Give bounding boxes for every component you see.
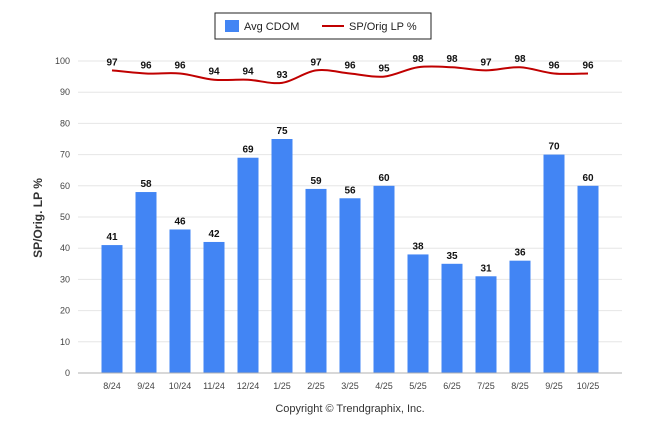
y-tick-label: 100 <box>55 56 70 66</box>
bar[interactable] <box>101 245 123 373</box>
bar[interactable] <box>373 185 395 373</box>
bar-value-label: 46 <box>174 216 186 227</box>
bar-value-label: 60 <box>378 173 390 184</box>
bar-value-label: 60 <box>582 173 594 184</box>
line-value-label: 94 <box>208 67 220 78</box>
y-axis-ticks: 0 10 20 30 40 50 60 70 80 90 100 <box>55 56 70 378</box>
x-tick-label: 2/25 <box>307 381 325 391</box>
x-tick-label: 5/25 <box>409 381 427 391</box>
bar[interactable] <box>237 157 259 373</box>
bar[interactable] <box>543 154 565 373</box>
y-tick-label: 50 <box>60 212 70 222</box>
bar-value-label: 58 <box>140 179 152 190</box>
y-tick-label: 30 <box>60 274 70 284</box>
y-axis-title: SP/Orig. LP % <box>31 178 45 258</box>
x-tick-label: 4/25 <box>375 381 393 391</box>
line-value-label: 97 <box>106 57 118 68</box>
y-tick-label: 80 <box>60 118 70 128</box>
legend[interactable]: Avg CDOM SP/Orig LP % <box>214 12 432 40</box>
x-tick-label: 10/25 <box>577 381 600 391</box>
copyright-footer: Copyright © Trendgraphix, Inc. <box>275 403 424 415</box>
x-tick-label: 7/25 <box>477 381 495 391</box>
bar-series <box>101 139 599 373</box>
x-tick-label: 8/25 <box>511 381 529 391</box>
bar[interactable] <box>135 192 157 373</box>
line-value-label: 97 <box>310 57 322 68</box>
x-tick-label: 12/24 <box>237 381 260 391</box>
bar-value-label: 42 <box>208 229 220 240</box>
legend-label-bar: Avg CDOM <box>244 21 299 33</box>
x-tick-label: 10/24 <box>169 381 192 391</box>
y-tick-label: 0 <box>65 368 70 378</box>
bar-value-label: 75 <box>276 126 288 137</box>
line-value-label: 96 <box>582 60 594 71</box>
line-value-label: 93 <box>276 70 288 81</box>
bar[interactable] <box>441 263 463 373</box>
bar-value-label: 70 <box>548 142 560 153</box>
line-value-label: 97 <box>480 57 492 68</box>
bar-value-label: 56 <box>344 185 356 196</box>
line-value-label: 96 <box>548 60 560 71</box>
bar-value-label: 31 <box>480 263 492 274</box>
line-series <box>111 65 589 85</box>
bar-value-label: 35 <box>446 251 458 262</box>
line-value-label: 98 <box>446 54 458 65</box>
y-tick-label: 10 <box>60 337 70 347</box>
bar[interactable] <box>169 229 191 373</box>
bar[interactable] <box>305 188 327 373</box>
bar[interactable] <box>475 276 497 373</box>
line-value-label: 96 <box>140 60 152 71</box>
data-labels: 41 58 46 42 69 75 59 56 60 38 35 31 36 70 60 97 96 96 94 94… <box>106 54 594 274</box>
bar-value-label: 36 <box>514 248 526 259</box>
x-tick-label: 9/24 <box>137 381 155 391</box>
line-value-label: 95 <box>378 64 390 75</box>
x-tick-label: 11/24 <box>203 381 225 391</box>
bar-value-label: 59 <box>310 176 322 187</box>
y-tick-label: 20 <box>60 306 70 316</box>
line-value-label: 96 <box>344 60 356 71</box>
y-tick-label: 90 <box>60 87 70 97</box>
line-path[interactable] <box>111 65 589 85</box>
legend-swatch-bar <box>225 20 239 32</box>
line-value-label: 98 <box>412 54 424 65</box>
bar[interactable] <box>203 241 225 373</box>
x-tick-label: 6/25 <box>443 381 461 391</box>
line-value-label: 98 <box>514 54 526 65</box>
bar[interactable] <box>271 139 293 373</box>
x-tick-label: 9/25 <box>545 381 563 391</box>
x-tick-label: 8/24 <box>103 381 121 391</box>
bar[interactable] <box>509 260 531 373</box>
x-tick-label: 1/25 <box>273 381 291 391</box>
bar-value-label: 38 <box>412 241 424 252</box>
line-value-label: 96 <box>174 60 186 71</box>
legend-label-line: SP/Orig LP % <box>349 21 417 33</box>
line-value-label: 94 <box>242 67 254 78</box>
x-axis-ticks: 8/24 9/24 10/24 11/24 12/24 1/25 2/25 3/25 4/25 5… <box>103 381 599 391</box>
y-tick-label: 70 <box>60 150 70 160</box>
bar-value-label: 41 <box>106 232 118 243</box>
bar[interactable] <box>407 254 429 373</box>
y-tick-label: 40 <box>60 243 70 253</box>
bar[interactable] <box>577 185 599 373</box>
bar-value-label: 69 <box>242 145 254 156</box>
x-tick-label: 3/25 <box>341 381 359 391</box>
y-tick-label: 60 <box>60 181 70 191</box>
bar[interactable] <box>339 198 361 373</box>
